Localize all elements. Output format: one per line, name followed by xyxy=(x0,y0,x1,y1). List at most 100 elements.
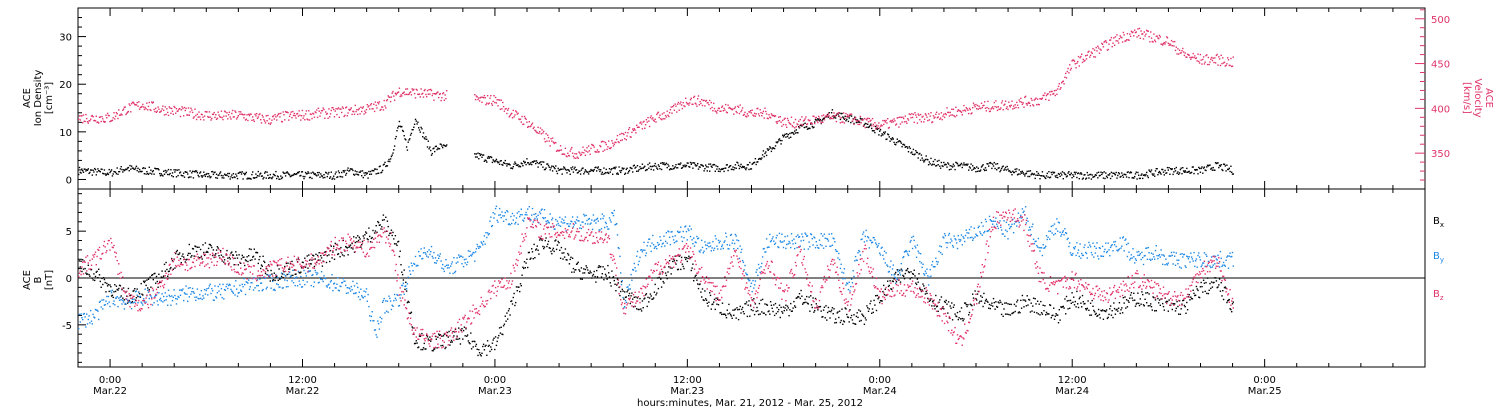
data-point xyxy=(687,257,689,260)
data-point xyxy=(1165,41,1167,43)
data-point xyxy=(169,295,171,298)
data-point xyxy=(1222,298,1225,301)
data-point xyxy=(145,301,147,303)
data-point xyxy=(287,285,289,288)
data-point xyxy=(898,126,900,128)
data-point xyxy=(1098,313,1101,316)
data-point xyxy=(166,108,168,110)
data-point xyxy=(198,246,200,248)
data-point xyxy=(793,121,795,124)
data-point xyxy=(205,251,207,253)
data-point xyxy=(1060,172,1062,174)
data-point xyxy=(1058,309,1060,311)
data-point xyxy=(559,169,561,171)
data-point xyxy=(491,342,494,344)
data-point xyxy=(396,293,398,296)
data-point xyxy=(361,296,364,298)
data-point xyxy=(624,131,627,134)
data-point xyxy=(550,138,552,140)
data-point xyxy=(1166,172,1168,174)
data-point xyxy=(361,107,364,109)
data-point xyxy=(714,110,716,112)
data-point xyxy=(142,167,144,170)
data-point xyxy=(211,287,213,290)
data-point xyxy=(442,92,445,94)
data-point xyxy=(366,104,368,106)
data-point xyxy=(461,263,463,265)
data-point xyxy=(487,234,490,236)
data-point xyxy=(92,313,94,316)
data-point xyxy=(229,116,231,118)
data-point xyxy=(453,257,455,259)
data-point xyxy=(488,102,490,104)
data-point xyxy=(1206,292,1208,295)
data-point xyxy=(539,127,542,129)
data-point xyxy=(907,119,910,121)
data-point xyxy=(1169,173,1171,175)
data-point xyxy=(611,140,613,142)
data-point xyxy=(1117,174,1119,177)
data-point xyxy=(1088,177,1090,179)
data-point xyxy=(338,248,340,250)
data-point xyxy=(600,145,602,148)
data-point xyxy=(272,280,274,283)
data-point xyxy=(212,113,215,115)
data-point xyxy=(154,110,156,113)
data-point xyxy=(439,143,441,145)
data-point xyxy=(241,283,243,286)
data-point xyxy=(369,241,372,243)
data-point xyxy=(930,298,932,300)
data-point xyxy=(1066,175,1068,177)
data-point xyxy=(942,115,944,117)
data-point xyxy=(865,118,867,120)
data-point xyxy=(1155,310,1157,312)
data-point xyxy=(189,287,191,289)
data-point xyxy=(443,333,445,335)
data-point xyxy=(445,346,447,349)
data-point xyxy=(678,255,680,257)
data-point xyxy=(250,113,252,115)
data-point xyxy=(1061,174,1063,176)
data-point xyxy=(596,276,599,278)
data-point xyxy=(1202,172,1204,174)
data-point xyxy=(94,317,96,319)
data-point xyxy=(227,287,229,290)
data-point xyxy=(175,176,178,178)
data-point xyxy=(226,112,228,114)
data-point xyxy=(133,289,135,292)
data-point xyxy=(164,169,166,172)
data-point xyxy=(389,96,391,98)
data-point xyxy=(757,313,760,316)
data-point xyxy=(846,316,849,318)
data-point xyxy=(721,302,724,304)
data-point xyxy=(511,112,513,115)
data-point xyxy=(1174,40,1176,43)
data-point xyxy=(321,278,324,281)
data-point xyxy=(337,289,340,291)
data-point xyxy=(200,255,203,258)
data-point xyxy=(104,173,106,175)
data-point xyxy=(970,163,972,165)
data-point xyxy=(867,117,869,119)
data-point xyxy=(86,273,89,275)
data-point xyxy=(908,271,910,274)
data-point xyxy=(789,309,791,311)
data-point xyxy=(245,281,247,283)
data-point xyxy=(528,121,530,123)
data-point xyxy=(1072,59,1074,61)
data-point xyxy=(511,167,514,170)
data-point xyxy=(248,288,251,290)
data-point xyxy=(278,268,280,270)
data-point xyxy=(1191,166,1194,168)
data-point xyxy=(761,154,764,156)
data-point xyxy=(877,127,879,130)
data-point xyxy=(245,171,247,174)
data-point xyxy=(520,121,522,123)
data-point xyxy=(832,117,834,120)
data-point xyxy=(437,91,439,93)
data-point xyxy=(932,160,935,163)
data-point xyxy=(419,96,421,98)
data-point xyxy=(1081,306,1083,308)
data-point xyxy=(895,271,897,274)
data-point xyxy=(486,95,489,97)
